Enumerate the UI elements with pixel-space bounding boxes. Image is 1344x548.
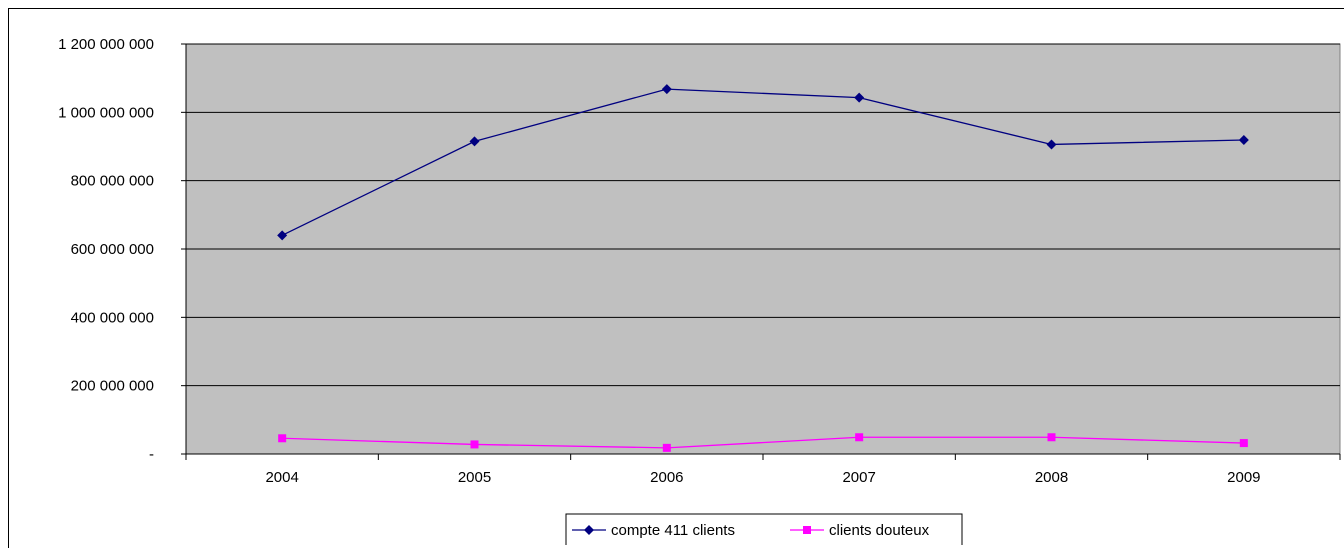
data-point	[855, 433, 864, 442]
data-point	[278, 434, 287, 443]
y-tick-label: 200 000 000	[71, 378, 154, 395]
axes: - 200 000 000 400 000 000 600 000 000 800 00…	[58, 36, 1341, 486]
series-1	[277, 84, 1249, 241]
y-tick-label: -	[149, 446, 154, 463]
data-point	[470, 440, 479, 449]
data-point	[662, 443, 671, 452]
legend-label: compte 411 clients	[611, 522, 735, 539]
x-tick-label: 2008	[1035, 469, 1068, 486]
y-tick-label: 400 000 000	[71, 309, 154, 326]
data-point	[1046, 139, 1057, 150]
legend-label: clients douteux	[829, 522, 930, 539]
y-tick-label: 1 000 000 000	[58, 104, 154, 121]
data-point	[1239, 439, 1248, 448]
series-line	[282, 436, 1244, 449]
legend: compte 411 clients clients douteux	[565, 513, 963, 545]
gridlines	[186, 43, 1340, 387]
legend-box	[565, 513, 963, 545]
legend-item: clients douteux	[790, 522, 930, 539]
x-tick-label: 2005	[458, 469, 491, 486]
data-point	[1047, 433, 1056, 442]
x-tick-label: 2007	[842, 469, 875, 486]
series-2	[278, 433, 1248, 452]
x-tick-label: 2004	[265, 469, 298, 486]
data-point	[854, 92, 865, 103]
legend-marker	[803, 526, 811, 534]
data-point	[661, 84, 672, 95]
legend-marker	[584, 525, 594, 535]
data-point	[277, 230, 288, 241]
series-line	[281, 88, 1244, 236]
x-tick-label: 2006	[650, 469, 683, 486]
y-tick-label: 600 000 000	[71, 241, 154, 258]
y-tick-label: 800 000 000	[71, 173, 154, 190]
data-point	[469, 136, 480, 147]
legend-item: compte 411 clients	[572, 522, 735, 539]
y-tick-label: 1 200 000 000	[58, 36, 154, 53]
series-group	[277, 84, 1249, 452]
x-tick-label: 2009	[1227, 469, 1260, 486]
data-point	[1238, 135, 1249, 146]
